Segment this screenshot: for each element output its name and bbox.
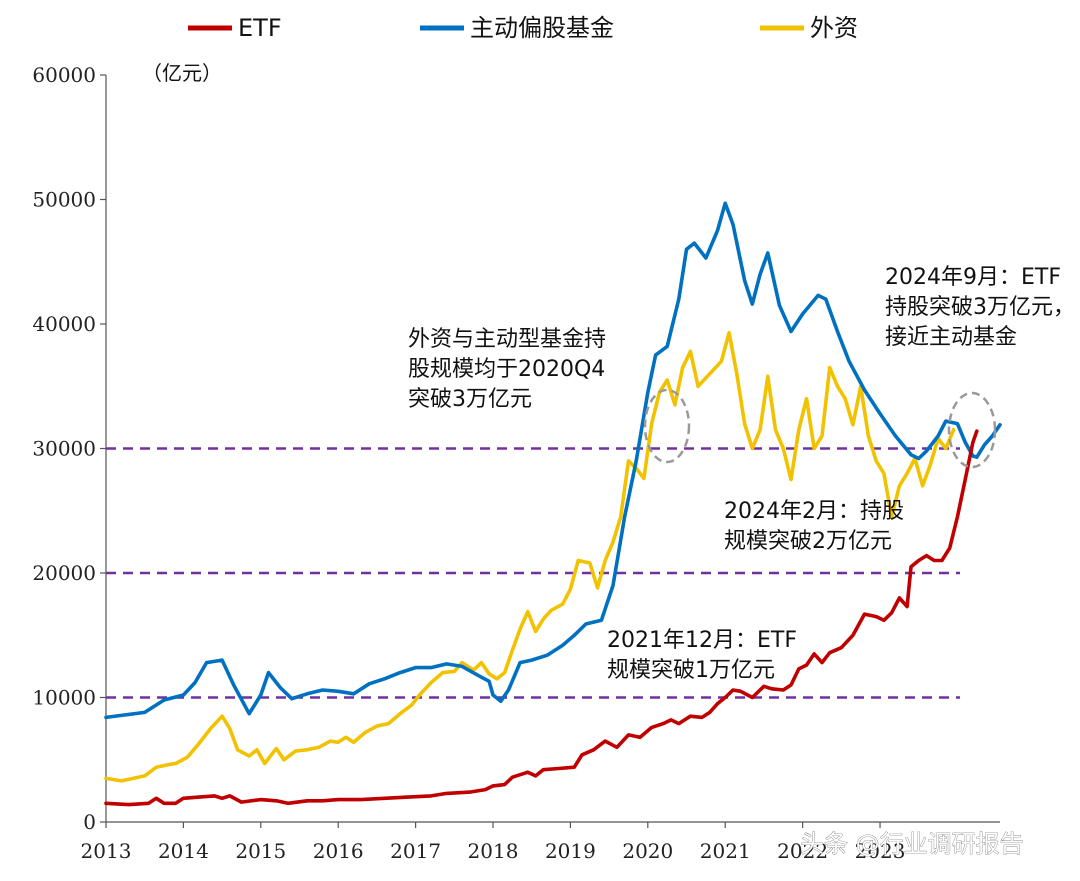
x-tick-label: 2018	[468, 839, 519, 863]
y-ticks: 0 10000 20000 30000 40000 50000 60000	[32, 63, 106, 834]
annotation-2020q4-line-2: 股规模均于2020Q4	[408, 357, 605, 382]
y-tick-label: 40000	[32, 312, 96, 336]
annotation-2021-12-line-2: 规模突破1万亿元	[607, 658, 775, 683]
etf-line	[104, 429, 979, 807]
annotation-2020q4-line-3: 突破3万亿元	[408, 387, 532, 412]
x-tick-label: 2016	[313, 839, 364, 863]
x-tick-label: 2019	[545, 839, 596, 863]
foreign-capital-line	[104, 330, 956, 783]
x-ticks: 2013 2014 2015 2016 2017 2018 2019 2020 2021 2022…	[81, 822, 906, 863]
active-fund-line	[104, 201, 1002, 720]
x-tick-label: 2014	[158, 839, 209, 863]
y-tick-label: 0	[83, 810, 96, 834]
legend: ETF 主动偏股基金 外资	[188, 14, 858, 42]
annotation-2024-09-line-1: 2024年9月：ETF	[885, 265, 1061, 290]
y-tick-label: 10000	[32, 686, 96, 710]
annotation-2021-12: 2021年12月：ETF 规模突破1万亿元	[607, 628, 797, 683]
highlight-circle-2020	[643, 388, 691, 464]
y-tick-label: 60000	[32, 63, 96, 87]
x-tick-label: 2021	[700, 839, 751, 863]
annotation-2024-09-line-3: 接近主动基金	[885, 325, 1017, 350]
x-tick-label: 2022	[777, 839, 828, 863]
legend-label-etf: ETF	[238, 14, 282, 42]
series-lines	[104, 201, 1002, 807]
x-tick-label: 2020	[622, 839, 673, 863]
y-tick-label: 50000	[32, 188, 96, 212]
reference-lines	[106, 447, 960, 699]
annotation-2020q4-line-1: 外资与主动型基金持	[408, 327, 606, 352]
annotation-2024-09-line-2: 持股突破3万亿元，	[885, 295, 1075, 320]
annotation-2021-12-line-1: 2021年12月：ETF	[607, 628, 797, 653]
annotation-2024-02-line-1: 2024年2月：持股	[724, 499, 904, 524]
watermark: 头条 @行业调研报告	[800, 830, 1024, 858]
annotation-2020q4: 外资与主动型基金持 股规模均于2020Q4 突破3万亿元	[408, 327, 606, 412]
legend-label-foreign: 外资	[810, 14, 858, 42]
x-tick-label: 2023	[855, 839, 906, 863]
x-tick-label: 2017	[390, 839, 441, 863]
legend-label-active-fund: 主动偏股基金	[470, 14, 614, 42]
annotation-2024-02-line-2: 规模突破2万亿元	[724, 529, 892, 554]
unit-label: （亿元）	[142, 61, 222, 85]
highlight-circle-2024	[947, 391, 997, 469]
x-tick-label: 2013	[81, 839, 132, 863]
x-tick-label: 2015	[235, 839, 286, 863]
annotation-2024-09: 2024年9月：ETF 持股突破3万亿元， 接近主动基金	[885, 265, 1075, 350]
y-tick-label: 30000	[32, 437, 96, 461]
annotation-2024-02: 2024年2月：持股 规模突破2万亿元	[724, 499, 904, 554]
y-tick-label: 20000	[32, 561, 96, 585]
